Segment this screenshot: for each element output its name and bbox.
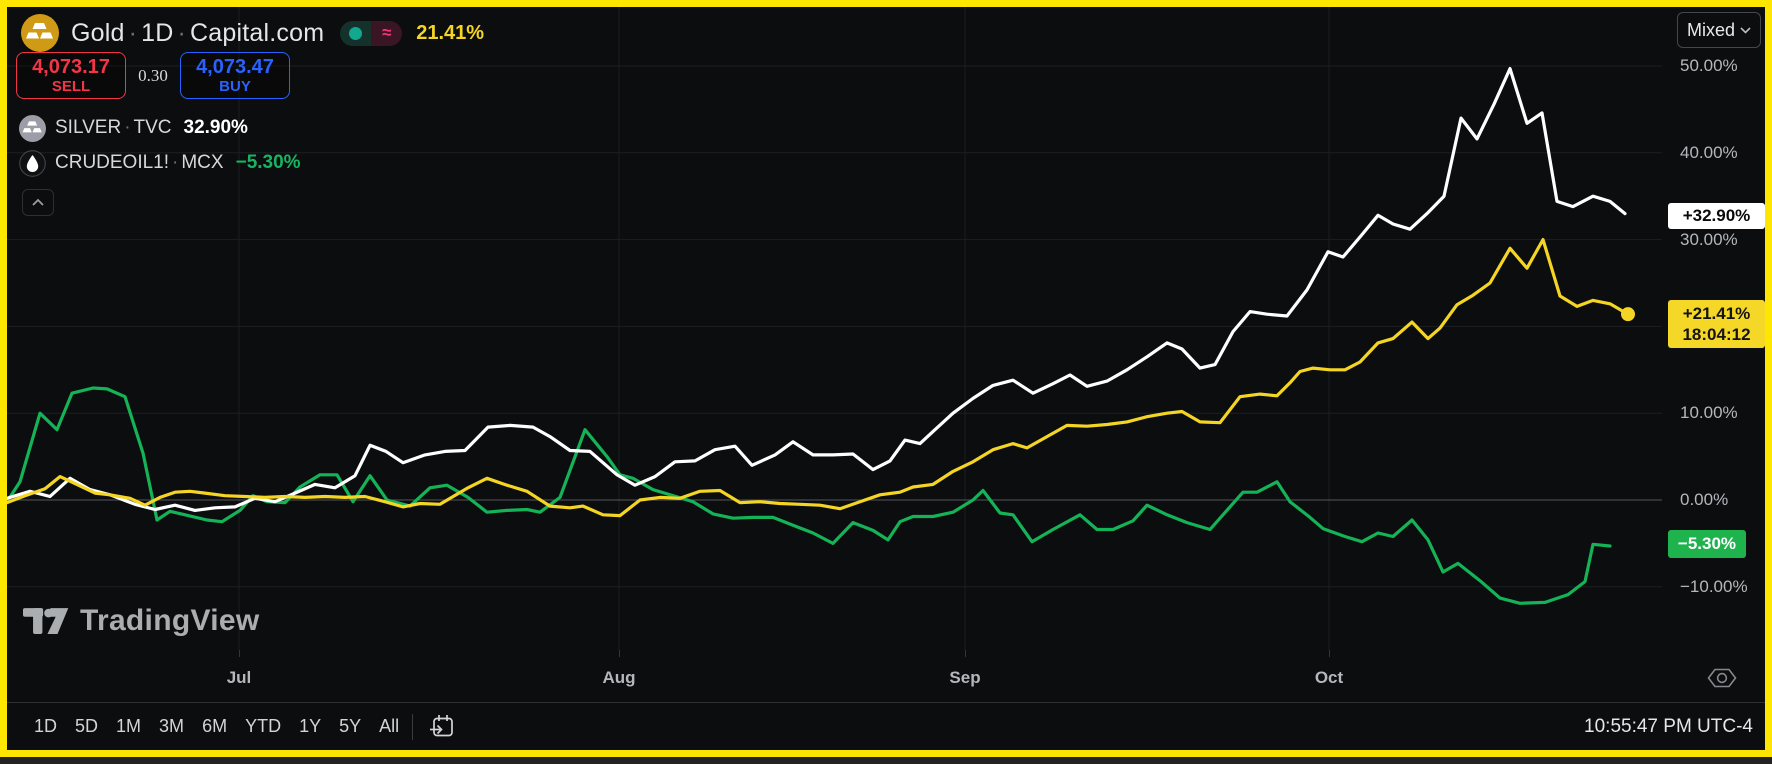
y-axis-label: 0.00% (1680, 490, 1729, 509)
silver-last-value-badge: +32.90% (1668, 203, 1765, 229)
go-to-date-icon[interactable] (429, 713, 456, 740)
compare-symbol: SILVER (55, 117, 122, 138)
tradingview-mark-icon (23, 608, 69, 634)
market-status-pill[interactable]: ≈ (340, 20, 403, 46)
interval-label: 1D (141, 18, 174, 47)
gold-last-value: +21.41% (1682, 304, 1751, 323)
bottom-toolbar: 1D 5D 1M 3M 6M YTD 1Y 5Y All 10:55:47 PM UTC-4 (7, 702, 1765, 750)
separator-dot: · (172, 152, 179, 173)
tradingview-wordmark: TradingView (80, 604, 260, 637)
month-tick (239, 650, 240, 657)
month-label-jul: Jul (226, 668, 252, 687)
range-button-1m[interactable]: 1M (116, 716, 142, 736)
compare-exchange: TVC (133, 117, 172, 138)
separator-dot: · (128, 18, 138, 47)
gold-last-value-badge: +21.41% 18:04:12 (1668, 300, 1765, 348)
symbol-header: Gold · 1D · Capital.com ≈ 21.41% (21, 13, 484, 53)
month-tick (619, 650, 620, 657)
symbol-change-percent: 21.41% (416, 21, 485, 44)
market-open-dot-icon (349, 26, 363, 40)
range-button-3m[interactable]: 3M (159, 716, 185, 736)
month-label-sep: Sep (949, 668, 981, 687)
compare-row-crudeoil[interactable]: CRUDEOIL1! · MCX −5.30% (19, 149, 301, 177)
compare-row-silver[interactable]: SILVER · TVC 32.90% (19, 114, 248, 142)
month-tick (1329, 650, 1330, 657)
separator-dot: · (124, 117, 131, 138)
gold-symbol-icon (21, 14, 59, 52)
page-background-strip (0, 757, 1772, 764)
scale-mode-dropdown[interactable]: Mixed (1677, 12, 1761, 48)
month-label-aug: Aug (602, 668, 636, 687)
month-label-oct: Oct (1314, 668, 1344, 687)
y-axis-label: −10.00% (1680, 576, 1748, 596)
crudeoil-symbol-icon (19, 149, 46, 177)
exchange-label: Capital.com (190, 18, 325, 47)
compare-value: −5.30% (235, 152, 301, 173)
sell-price: 4,073.17 (32, 56, 110, 78)
approx-price-icon: ≈ (371, 20, 403, 46)
sell-label: SELL (51, 78, 91, 95)
compare-exchange: MCX (181, 152, 224, 173)
y-axis-label: 30.00% (1680, 229, 1738, 249)
series-line (7, 66, 1627, 512)
buy-price: 4,073.47 (196, 56, 274, 78)
y-axis-label: 50.00% (1680, 56, 1738, 75)
scale-mode-label: Mixed (1687, 19, 1736, 40)
chevron-down-icon (1740, 26, 1751, 34)
range-button-ytd[interactable]: YTD (245, 716, 282, 736)
range-button-6m[interactable]: 6M (202, 716, 228, 736)
symbol-name: Gold (71, 18, 125, 47)
compare-symbol: CRUDEOIL1! (55, 152, 170, 173)
buy-label: BUY (219, 78, 251, 95)
spread-value: 0.30 (138, 65, 168, 85)
collapse-legend-button[interactable] (22, 189, 54, 216)
silver-symbol-icon (19, 114, 46, 142)
price-scale[interactable]: 50.00% 40.00% 30.00% 10.00% 0.00% −10.00% +32… (1662, 7, 1765, 650)
comparison-chart[interactable] (7, 7, 1662, 650)
time-axis[interactable]: Jul Aug Sep Oct (7, 650, 1765, 702)
sell-button[interactable]: 4,073.17 SELL (16, 52, 126, 99)
y-axis-label: 40.00% (1680, 142, 1738, 162)
series-end-dot (1621, 307, 1635, 322)
range-button-5d[interactable]: 5D (75, 716, 99, 736)
compare-value: 32.90% (183, 117, 248, 138)
series-line (7, 238, 1630, 518)
gold-countdown-timer: 18:04:12 (1682, 325, 1751, 344)
range-button-all[interactable]: All (379, 716, 400, 736)
chevron-up-icon (32, 198, 44, 206)
symbol-title[interactable]: Gold · 1D · Capital.com (71, 19, 324, 48)
session-clock[interactable]: 10:55:47 PM UTC-4 (1584, 715, 1753, 737)
tradingview-logo[interactable]: TradingView (23, 604, 259, 638)
range-button-1y[interactable]: 1Y (299, 716, 322, 736)
quote-panel: 4,073.17 SELL 0.30 4,073.47 BUY (16, 52, 290, 99)
crude-last-value-badge: −5.30% (1668, 530, 1746, 558)
toolbar-divider (412, 713, 414, 740)
pane-settings-hexagon-icon[interactable] (1707, 663, 1737, 693)
range-button-1d[interactable]: 1D (34, 716, 58, 736)
y-axis-label: 10.00% (1680, 403, 1738, 423)
separator-dot: · (177, 18, 187, 47)
range-button-5y[interactable]: 5Y (339, 716, 362, 736)
buy-button[interactable]: 4,073.47 BUY (180, 52, 290, 99)
month-tick (965, 650, 966, 657)
